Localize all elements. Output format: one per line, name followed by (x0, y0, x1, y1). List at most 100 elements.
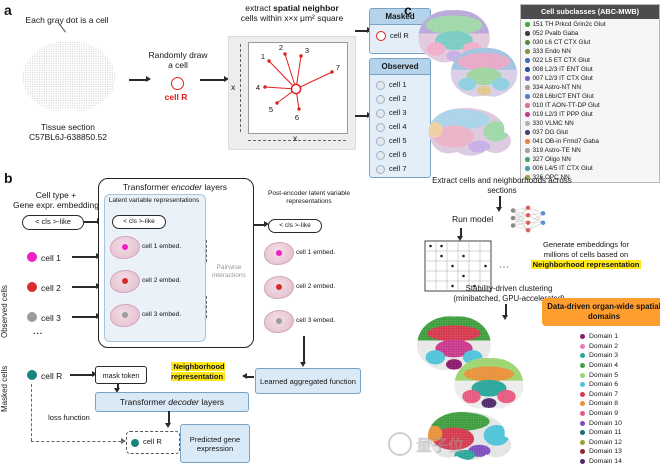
center-cell-r (290, 83, 302, 95)
subclass-legend-item: 330 VLMC NN (521, 119, 659, 128)
subclass-legend: Cell subclasses (ABC-MWB) 151 TH Prkcd G… (520, 4, 660, 183)
subclass-legend-item: 151 TH Prkcd Grin2c Glut (521, 20, 659, 29)
observed-cell-label: cell 5 (389, 135, 407, 145)
subclass-label: 019 L2/3 IT PPP Glut (532, 111, 593, 118)
post-encoder-header: Post-encoder latent variable representat… (267, 190, 351, 206)
subclass-color-dot (525, 67, 530, 72)
domain-legend-item: Domain 14 (580, 457, 658, 467)
neighbor-number: 7 (336, 63, 340, 72)
cell-2-label: cell 2 (41, 283, 61, 293)
subclass-label: 333 Endo NN (532, 48, 571, 55)
encoder-title-post: layers (204, 182, 228, 192)
neighbor-number: 2 (279, 43, 283, 52)
subclass-legend-item: 028 L6b/CT ENT Glut (521, 92, 659, 101)
generate-embeddings-text: Generate embeddings for millions of cell… (514, 240, 658, 270)
cell-1-label: cell 1 (41, 253, 61, 263)
subclass-label: 008 L2/3 IT ENT Glut (532, 66, 593, 73)
embedding-matrix-graphic: ⋯ (424, 240, 508, 292)
observed-cell-icon (376, 80, 385, 90)
subclass-color-dot (525, 94, 530, 99)
subclass-legend-item: 010 IT AON-TT-DP Glut (521, 101, 659, 110)
neighbor-number: 6 (295, 113, 299, 122)
latent-header: Latent variable representations (108, 197, 200, 204)
brain-domain-coronal-2 (454, 357, 524, 409)
masked-box-title: Masked (370, 9, 430, 25)
arrow-to-masked (355, 27, 372, 33)
subclass-label: 052 Pvalb Gaba (532, 30, 579, 37)
extract-bold: spatial neighbor (273, 3, 339, 13)
cell-1-embed-dot (122, 244, 128, 250)
neural-network-icon (510, 205, 546, 233)
extract-pre: extract (245, 3, 271, 13)
domain-legend: Domain 1 Domain 2 Domain 3 Domain 4 Doma… (580, 332, 658, 466)
subclass-label: 326 OPC NN (532, 174, 570, 181)
arrow-post-to-aggregated (300, 336, 306, 367)
subclass-label: 041 OB-in Frmd7 Gaba (532, 138, 599, 145)
subclass-color-dot (525, 22, 530, 27)
arrow-cls-to-encoder (84, 218, 102, 224)
observed-cell-row: cell 3 (376, 106, 430, 120)
arrow-cell3-to-encoder (72, 313, 101, 319)
arrow-cellr-to-masktoken (70, 371, 97, 377)
domain-label: Domain 9 (589, 410, 619, 418)
arrow-run-to-matrix (457, 228, 463, 241)
cell-1-embed-blob (110, 236, 140, 259)
observed-box: Observed cell 1 cell 2 cell 3 cell 4 cel… (369, 58, 431, 178)
observed-box-title: Observed (370, 59, 430, 75)
domain-color-dot (580, 363, 585, 369)
subclass-color-dot (525, 40, 530, 45)
subclass-legend-item: 052 Pvalb Gaba (521, 29, 659, 38)
domain-color-dot (580, 430, 585, 436)
subclass-label: 028 L6b/CT ENT Glut (532, 93, 594, 100)
tissue-caption: Tissue section C57BL6J-638850.52 (8, 122, 128, 142)
arrow-masktoken-to-decoder (114, 384, 120, 393)
subclass-label: 022 L5 ET CTX Glut (532, 57, 590, 64)
observed-cell-row: cell 6 (376, 148, 430, 162)
subclass-label: 319 Astro-TE NN (532, 147, 581, 154)
subclass-label: 330 VLMC NN (532, 120, 574, 127)
observed-cell-list: cell 1 cell 2 cell 3 cell 4 cell 5 cell … (370, 75, 430, 176)
watermark-text: 量子位 (416, 438, 465, 455)
clustering-line1: Stability-driven clustering (465, 284, 553, 293)
observed-cell-icon (376, 94, 385, 104)
encoder-title: Transformer encoder layers (98, 182, 252, 192)
subclass-label: 334 Astro-NT NN (532, 84, 582, 91)
subclass-legend-item: 319 Astro-TE NN (521, 146, 659, 155)
subclass-legend-item: 326 OPC NN (521, 173, 659, 182)
domain-color-dot (580, 343, 585, 349)
domain-label: Domain 11 (589, 429, 622, 437)
post-cell-3-dot (276, 318, 282, 324)
cell-2-dot (27, 282, 37, 292)
subclass-color-dot (525, 85, 530, 90)
post-cell-1-label: cell 1 embed. (296, 249, 336, 256)
x-dimension-line-horizontal (248, 140, 346, 141)
post-cell-2-blob (264, 276, 294, 299)
subclass-label: 007 L2/3 IT CTX Glut (532, 75, 593, 82)
post-cell-2-label: cell 2 embed. (296, 283, 336, 290)
observed-cell-icon (376, 164, 385, 174)
observed-cell-icon (376, 122, 385, 132)
domain-legend-item: Domain 11 (580, 428, 658, 438)
pairwise-connector-2 (206, 296, 207, 318)
cell-r-label: cell R (164, 92, 188, 102)
x-dim-left-label: x (231, 82, 236, 92)
predicted-cell-r-dot (131, 438, 139, 447)
neighborhood-highlight: Neighborhood representation (170, 362, 226, 382)
predicted-expression-box: Predicted gene expression (180, 424, 250, 463)
extract-header: extract spatial neighbor cells within x×… (224, 3, 360, 23)
aggregated-function-box: Learned aggregated function (255, 368, 361, 394)
input-header-line2: Gene expr. embedding (12, 200, 99, 211)
decoder-box: Transformer decoder layers (95, 392, 249, 412)
domain-label: Domain 6 (589, 381, 619, 389)
generate-highlight-line: Neighborhood representation (514, 259, 658, 270)
subclass-legend-item: 037 DG Glut (521, 128, 659, 137)
pairwise-line2: interactions (212, 272, 246, 280)
tissue-caption-line1: Tissue section (40, 122, 95, 132)
observed-cell-label: cell 6 (389, 149, 407, 159)
arrow-cell-to-square (200, 76, 229, 82)
svg-text:⋯: ⋯ (499, 262, 508, 273)
cell-1-dot (27, 252, 37, 262)
domain-legend-item: Domain 10 (580, 418, 658, 428)
subclass-legend-title: Cell subclasses (ABC-MWB) (521, 5, 659, 19)
